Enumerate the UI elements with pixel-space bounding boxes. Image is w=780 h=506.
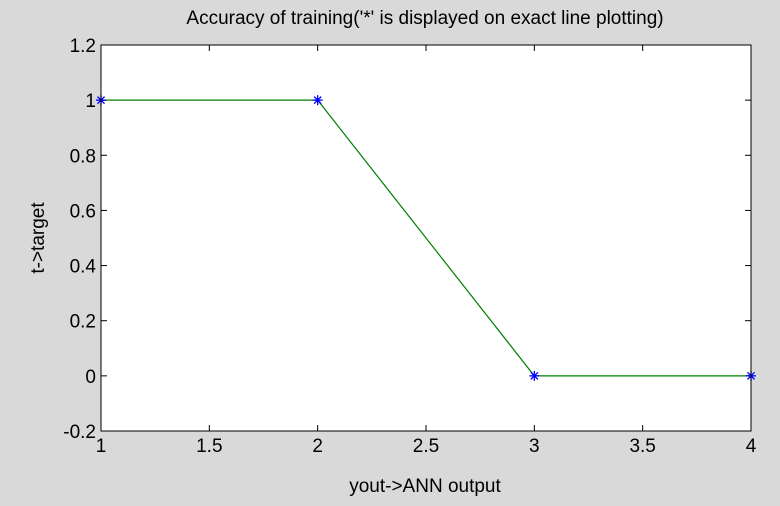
y-tick-label: 0.6 <box>70 201 96 222</box>
y-axis-label: t->target <box>28 202 49 274</box>
data-point-marker <box>529 370 540 381</box>
y-tick-label: -0.2 <box>63 422 96 443</box>
series-line <box>101 99 751 377</box>
x-axis-label: yout->ANN output <box>349 476 501 497</box>
x-tick-label: 4 <box>746 436 757 457</box>
data-point-marker <box>312 95 323 106</box>
chart-title: Accuracy of training('*' is displayed on… <box>186 8 663 29</box>
y-tick-label: 0.4 <box>70 257 97 278</box>
y-tick-label: 0.8 <box>70 146 96 167</box>
y-tick-label: 1.2 <box>70 36 96 57</box>
x-tick-label: 2.5 <box>413 436 439 457</box>
x-tick-label: 2 <box>312 436 323 457</box>
x-tick-label: 3 <box>529 436 540 457</box>
x-tick-label: 1.5 <box>196 436 222 457</box>
x-tick-label: 3.5 <box>629 436 655 457</box>
y-tick-label: 0.2 <box>70 312 96 333</box>
axes-frame <box>100 44 752 432</box>
y-tick-label: 1 <box>85 91 96 112</box>
x-tick-label: 1 <box>96 436 107 457</box>
y-tick-label: 0 <box>85 367 96 388</box>
